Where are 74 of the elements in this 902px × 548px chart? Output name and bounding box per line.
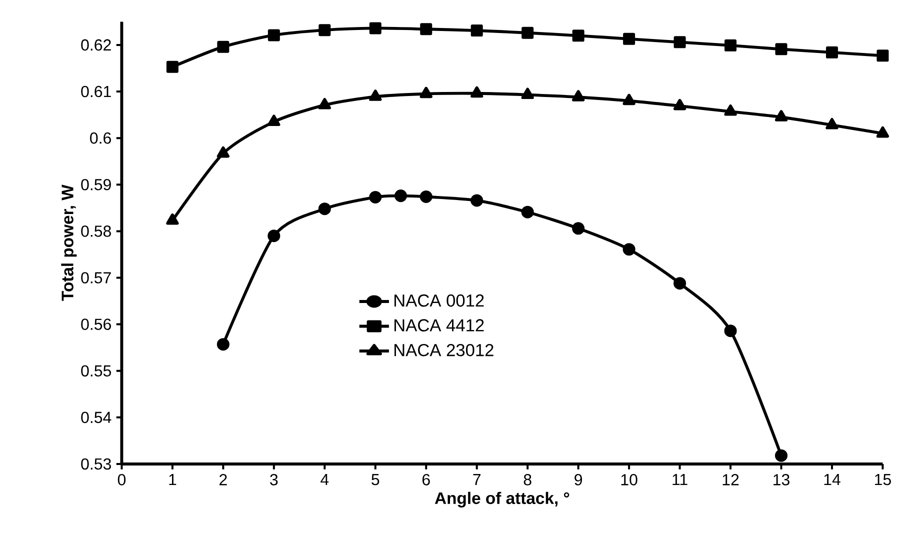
point xyxy=(369,190,382,204)
legend-label: NACA 23012 xyxy=(394,344,494,356)
point xyxy=(826,118,838,130)
y-tick-label: 0.53 xyxy=(81,458,111,470)
y-tick-label: 0.61 xyxy=(81,86,111,98)
point xyxy=(623,32,636,45)
point xyxy=(673,98,686,110)
point xyxy=(216,338,230,351)
point xyxy=(470,86,484,98)
x-tick-label: 7 xyxy=(473,474,480,486)
legend-label: NACA 4412 xyxy=(394,319,484,332)
point xyxy=(775,43,788,56)
point xyxy=(166,213,179,225)
y-tick-label: 0.6 xyxy=(90,132,111,144)
y-tick-label: 0.58 xyxy=(81,226,111,237)
y-axis-title: Total power, W xyxy=(61,184,77,301)
point xyxy=(420,86,432,98)
x-tick-label: 2 xyxy=(220,474,227,486)
point xyxy=(470,24,483,37)
point xyxy=(674,36,686,48)
x-tick-label: 8 xyxy=(524,474,532,486)
point xyxy=(166,60,178,73)
point xyxy=(774,110,788,122)
point xyxy=(774,449,788,462)
legend-label: NACA 0012 xyxy=(394,294,484,307)
point xyxy=(268,29,280,42)
x-tick-label: 12 xyxy=(722,474,739,486)
x-tick-label: 1 xyxy=(169,474,176,486)
point xyxy=(724,104,737,116)
point xyxy=(724,39,737,52)
point xyxy=(420,23,432,36)
y-tick-label: 0.54 xyxy=(81,412,112,424)
x-tick-label: 14 xyxy=(824,474,840,486)
point xyxy=(572,90,585,102)
point xyxy=(674,277,686,290)
y-tick-label: 0.59 xyxy=(81,178,111,190)
point xyxy=(470,194,484,207)
y-tick-label: 0.56 xyxy=(81,318,111,330)
point xyxy=(217,40,230,53)
point xyxy=(268,230,280,242)
point xyxy=(268,114,280,126)
point xyxy=(420,190,432,204)
point xyxy=(572,30,584,42)
x-axis-title: Angle of attack, ° xyxy=(434,492,570,508)
point xyxy=(318,98,331,110)
point xyxy=(521,88,534,100)
x-tick-label: 4 xyxy=(320,474,329,486)
x-tick-label: 9 xyxy=(574,474,582,486)
point xyxy=(318,24,331,36)
point xyxy=(522,26,534,39)
y-tick-label: 0.55 xyxy=(81,365,111,377)
point xyxy=(876,126,890,138)
point xyxy=(572,222,585,235)
point xyxy=(826,46,838,58)
x-tick-label: 13 xyxy=(774,474,790,486)
x-tick-label: 0 xyxy=(118,474,126,486)
point xyxy=(622,243,636,256)
x-tick-label: 6 xyxy=(422,474,430,486)
x-tick-label: 10 xyxy=(621,474,638,486)
point xyxy=(876,50,889,62)
x-tick-label: 3 xyxy=(270,474,278,486)
point xyxy=(369,90,382,101)
y-tick-label: 0.57 xyxy=(81,272,111,284)
point xyxy=(216,146,230,158)
x-tick-label: 15 xyxy=(875,474,891,486)
point xyxy=(369,22,382,34)
point xyxy=(394,190,408,202)
point xyxy=(521,206,534,218)
x-tick-label: 5 xyxy=(372,474,380,486)
point xyxy=(318,202,331,216)
point xyxy=(622,94,636,106)
point xyxy=(724,324,737,338)
y-tick-label: 0.62 xyxy=(81,39,111,51)
x-tick-label: 11 xyxy=(672,474,688,486)
